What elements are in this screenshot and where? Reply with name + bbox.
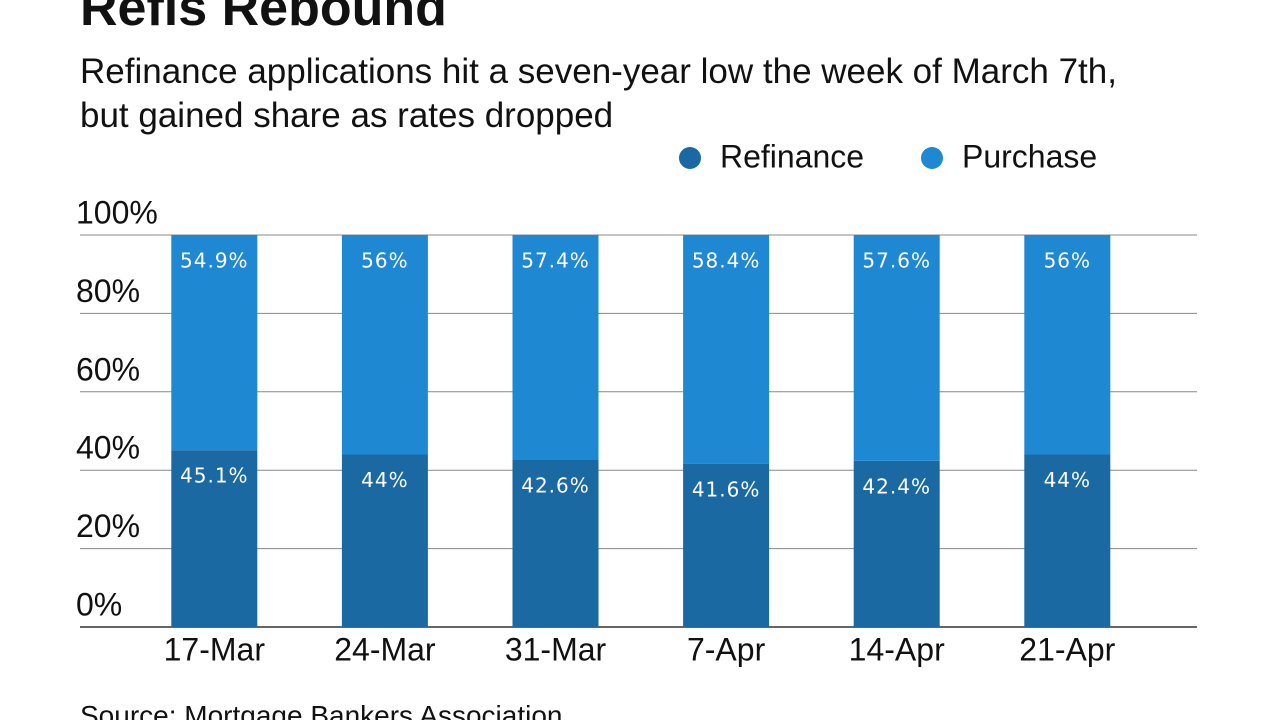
value-label: 57.6% xyxy=(862,249,931,273)
source-note: Source: Mortgage Bankers Association xyxy=(80,700,563,720)
y-tick-label: 20% xyxy=(76,508,140,544)
bar-segment xyxy=(853,235,940,461)
value-label: 56% xyxy=(1044,249,1091,273)
x-tick-label: 21-Apr xyxy=(1019,631,1115,667)
legend-marker xyxy=(921,147,943,169)
value-label: 45.1% xyxy=(180,464,249,488)
bar-segment xyxy=(1024,235,1111,455)
legend-label: Refinance xyxy=(720,138,864,174)
chart-subtitle: Refinance applications hit a seven-year … xyxy=(80,52,1117,135)
bar-segment xyxy=(683,463,770,627)
bar-segment xyxy=(171,450,258,627)
value-label: 57.4% xyxy=(521,249,590,273)
x-tick-label: 14-Apr xyxy=(849,631,945,667)
y-tick-label: 60% xyxy=(76,351,140,387)
x-tick-label: 24-Mar xyxy=(334,631,436,667)
x-tick-label: 17-Mar xyxy=(164,631,266,667)
value-label: 58.4% xyxy=(692,249,761,273)
value-label: 44% xyxy=(1044,468,1091,492)
bar-segment xyxy=(512,460,599,627)
legend-marker xyxy=(679,147,701,169)
chart-title: Refis Rebound xyxy=(80,0,447,37)
y-tick-label: 100% xyxy=(76,194,158,230)
x-tick-label: 31-Mar xyxy=(505,631,607,667)
bar-segment xyxy=(853,460,940,627)
value-label: 42.6% xyxy=(521,474,590,498)
bar-segment xyxy=(1024,454,1111,627)
value-label: 42.4% xyxy=(862,474,931,498)
bar-segment xyxy=(341,235,428,455)
y-tick-label: 40% xyxy=(76,430,140,466)
bar-segment xyxy=(683,235,770,464)
value-label: 44% xyxy=(361,468,408,492)
y-tick-label: 0% xyxy=(76,586,122,622)
x-tick-label: 7-Apr xyxy=(687,631,766,667)
bar-segment xyxy=(341,454,428,627)
bar-segment xyxy=(171,235,258,451)
value-label: 54.9% xyxy=(180,249,249,273)
y-tick-label: 80% xyxy=(76,273,140,309)
legend-label: Purchase xyxy=(962,138,1097,174)
value-label: 41.6% xyxy=(692,477,761,501)
bar-segment xyxy=(512,235,599,461)
value-label: 56% xyxy=(361,249,408,273)
